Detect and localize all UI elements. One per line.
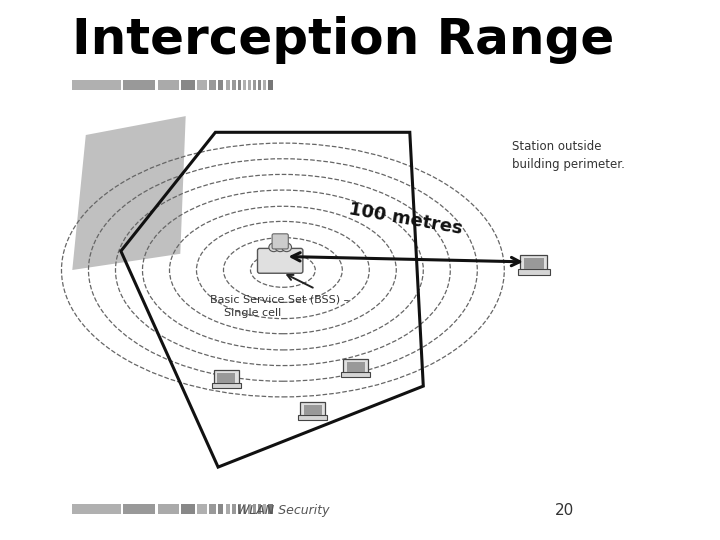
Text: Station outside
building perimeter.: Station outside building perimeter. (513, 140, 625, 171)
FancyBboxPatch shape (217, 373, 235, 383)
FancyBboxPatch shape (524, 259, 544, 269)
FancyBboxPatch shape (298, 415, 327, 420)
FancyBboxPatch shape (253, 80, 256, 90)
FancyBboxPatch shape (123, 80, 156, 90)
FancyBboxPatch shape (521, 255, 547, 272)
FancyBboxPatch shape (181, 504, 195, 514)
FancyBboxPatch shape (197, 80, 207, 90)
FancyBboxPatch shape (225, 504, 230, 514)
FancyBboxPatch shape (272, 234, 288, 249)
FancyBboxPatch shape (341, 372, 370, 377)
FancyBboxPatch shape (218, 504, 223, 514)
FancyBboxPatch shape (253, 504, 256, 514)
FancyBboxPatch shape (238, 504, 241, 514)
FancyBboxPatch shape (243, 80, 246, 90)
FancyBboxPatch shape (269, 80, 273, 90)
FancyBboxPatch shape (212, 383, 240, 388)
FancyBboxPatch shape (123, 504, 156, 514)
Text: Interception Range: Interception Range (72, 16, 615, 64)
FancyBboxPatch shape (158, 80, 179, 90)
FancyBboxPatch shape (158, 504, 179, 514)
FancyBboxPatch shape (258, 504, 261, 514)
Polygon shape (72, 116, 186, 270)
FancyBboxPatch shape (300, 402, 325, 418)
FancyBboxPatch shape (72, 80, 121, 90)
FancyBboxPatch shape (343, 359, 368, 375)
FancyBboxPatch shape (304, 406, 322, 415)
FancyBboxPatch shape (263, 80, 266, 90)
FancyBboxPatch shape (72, 504, 121, 514)
FancyBboxPatch shape (181, 80, 195, 90)
Text: 100 metres: 100 metres (348, 200, 464, 238)
FancyBboxPatch shape (518, 269, 549, 274)
FancyBboxPatch shape (248, 504, 251, 514)
FancyBboxPatch shape (232, 504, 236, 514)
FancyBboxPatch shape (258, 248, 303, 273)
Text: WLAN Security: WLAN Security (237, 504, 329, 517)
FancyBboxPatch shape (218, 80, 223, 90)
FancyBboxPatch shape (269, 504, 273, 514)
FancyBboxPatch shape (258, 80, 261, 90)
Ellipse shape (282, 243, 292, 252)
FancyBboxPatch shape (248, 80, 251, 90)
FancyBboxPatch shape (225, 80, 230, 90)
FancyBboxPatch shape (197, 504, 207, 514)
FancyBboxPatch shape (263, 504, 266, 514)
Text: Basic Service Set (BSS) –
    Single cell: Basic Service Set (BSS) – Single cell (210, 294, 349, 318)
Ellipse shape (269, 243, 279, 252)
FancyBboxPatch shape (232, 80, 236, 90)
FancyBboxPatch shape (238, 80, 241, 90)
FancyBboxPatch shape (347, 362, 365, 372)
FancyBboxPatch shape (209, 80, 216, 90)
Text: 20: 20 (555, 503, 575, 518)
Ellipse shape (275, 243, 285, 252)
FancyBboxPatch shape (209, 504, 216, 514)
FancyBboxPatch shape (214, 370, 238, 386)
FancyBboxPatch shape (243, 504, 246, 514)
